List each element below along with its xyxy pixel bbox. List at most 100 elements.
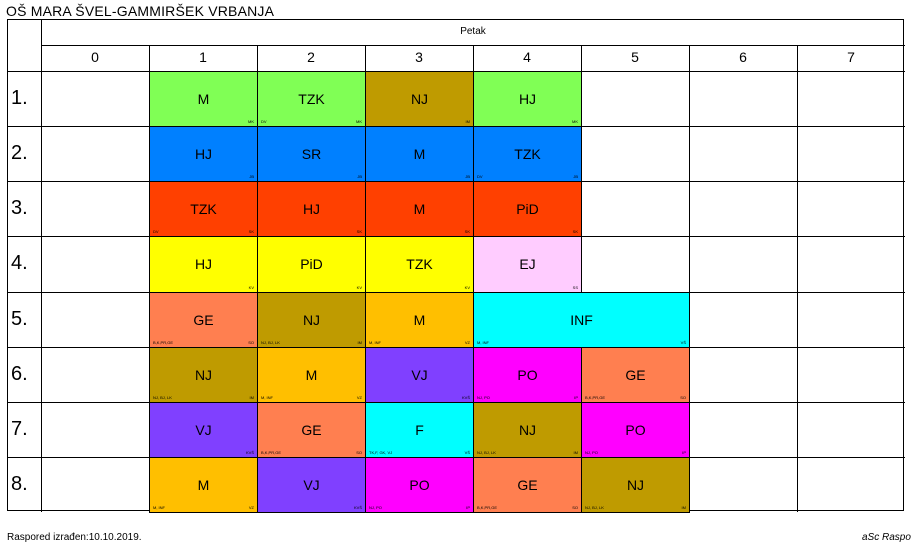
lesson-teacher: SK (356, 229, 362, 235)
lesson-group: B,K,PR,GE (261, 449, 282, 455)
lesson-cell[interactable]: GE B,K,PR,GE SO (581, 346, 690, 403)
lesson-subject: PiD (516, 201, 539, 218)
lesson-cell[interactable]: F TK,F, GK, VJ VŠ (365, 401, 474, 458)
lesson-cell[interactable]: INF M, INF VŠ (473, 291, 690, 348)
lesson-group: M, INF (369, 339, 381, 345)
lesson-group: M, INF (153, 505, 165, 510)
lesson-cell[interactable]: NJ NJ, BJ, LK IM (581, 456, 690, 513)
lesson-subject: SR (301, 146, 322, 163)
lesson-cell[interactable]: NJ NJ, BJ, LK IM (473, 401, 582, 458)
lesson-subject: TZK (406, 256, 433, 273)
footer-credit: aSc Raspo (862, 532, 911, 543)
lesson-subject: VJ (411, 366, 428, 383)
footer-created-date: Raspored izrađen:10.10.2019. (7, 532, 142, 543)
lesson-teacher: JB (357, 174, 362, 180)
lesson-cell[interactable]: PiD KV (257, 236, 366, 293)
lesson-cell[interactable]: HJ KV (149, 236, 258, 293)
lesson-cell[interactable]: M M, INF VZ (149, 456, 258, 513)
lesson-teacher: SO (356, 449, 362, 455)
lesson-cell[interactable]: NJ NJ, BJ, LK IM (257, 291, 366, 348)
lesson-cell[interactable]: EJ SS (473, 236, 582, 293)
lesson-subject: HJ (194, 256, 213, 273)
lesson-teacher: MK (572, 119, 578, 125)
lesson-group: TK,F, GK, VJ (369, 449, 393, 455)
row-number: 4. (11, 252, 28, 275)
lesson-teacher: VZ (356, 394, 362, 400)
period-header: 7 (847, 49, 855, 65)
lesson-cell[interactable]: PiD SK (473, 181, 582, 238)
period-header: 3 (415, 49, 423, 65)
lesson-cell[interactable]: M M, INF VZ (365, 291, 474, 348)
period-header: 4 (523, 49, 531, 65)
lesson-subject: PO (409, 476, 430, 493)
lesson-teacher: KVŠ (461, 394, 470, 400)
lesson-cell[interactable]: HJ JB (149, 126, 258, 183)
day-label: Petak (460, 26, 486, 37)
lesson-teacher: KV (356, 284, 362, 290)
grid-line (797, 45, 798, 512)
lesson-subject: M (197, 476, 210, 493)
lesson-subject: PO (625, 421, 646, 438)
lesson-teacher: IM (249, 394, 254, 400)
row-number: 5. (11, 307, 28, 330)
lesson-cell[interactable]: TZK KV (365, 236, 474, 293)
lesson-cell[interactable]: TZK DV JB (473, 126, 582, 183)
lesson-subject: EJ (519, 256, 536, 273)
lesson-subject: HJ (194, 146, 213, 163)
lesson-cell[interactable]: NJ IM (365, 71, 474, 128)
lesson-cell[interactable]: TZK DV SK (149, 181, 258, 238)
lesson-cell[interactable]: TZK DV MK (257, 71, 366, 128)
lesson-teacher: SK (464, 229, 470, 235)
lesson-cell[interactable]: M MK (149, 71, 258, 128)
lesson-group: NJ, BJ, LK (585, 505, 604, 510)
period-header: 5 (631, 49, 639, 65)
lesson-teacher: JB (573, 174, 578, 180)
lesson-teacher: JB (249, 174, 254, 180)
lesson-cell[interactable]: NJ NJ, BJ, LK IM (149, 346, 258, 403)
lesson-cell[interactable]: VJ KVŠ (149, 401, 258, 458)
lesson-cell[interactable]: M SK (365, 181, 474, 238)
lesson-cell[interactable]: M JB (365, 126, 474, 183)
lesson-subject: PiD (300, 256, 323, 273)
lesson-teacher: SO (572, 505, 578, 510)
timetable-grid: Petak 0 1 2 3 4 5 6 7 1. 2. 3. 4. 5. 6. 7. 8. M MK TZK DV MK… (7, 19, 905, 513)
period-header: 0 (91, 49, 99, 65)
lesson-teacher: IM (681, 505, 686, 510)
lesson-subject: M (413, 311, 426, 328)
lesson-subject: GE (625, 366, 646, 383)
lesson-cell[interactable]: HJ MK (473, 71, 582, 128)
lesson-cell[interactable]: PO NJ, PO IP (473, 346, 582, 403)
lesson-cell[interactable]: GE B,K,PR,GE SO (257, 401, 366, 458)
lesson-teacher: SO (680, 394, 686, 400)
lesson-subject: TZK (190, 201, 217, 218)
lesson-cell[interactable]: SR JB (257, 126, 366, 183)
lesson-subject: PO (517, 366, 538, 383)
lesson-subject: GE (301, 421, 322, 438)
lesson-subject: INF (570, 311, 593, 328)
grid-line (689, 45, 690, 512)
lesson-cell[interactable]: M M, INF VZ (257, 346, 366, 403)
lesson-subject: NJ (302, 311, 321, 328)
lesson-teacher: VŠ (464, 449, 470, 455)
lesson-teacher: KV (248, 284, 254, 290)
lesson-teacher: SS (572, 284, 578, 290)
lesson-cell[interactable]: GE B,K,PR,GE SO (149, 291, 258, 348)
lesson-group: B,K,PR,GE (585, 394, 606, 400)
lesson-cell[interactable]: GE B,K,PR,GE SO (473, 456, 582, 513)
grid-line (41, 20, 42, 512)
lesson-group: NJ, PO (585, 449, 598, 455)
period-header: 6 (739, 49, 747, 65)
lesson-cell[interactable]: HJ SK (257, 181, 366, 238)
lesson-subject: NJ (518, 421, 537, 438)
lesson-cell[interactable]: PO NJ, PO IP (365, 456, 474, 513)
lesson-group: NJ, PO (369, 505, 382, 510)
lesson-subject: F (415, 421, 424, 438)
lesson-subject: M (305, 366, 318, 383)
lesson-cell[interactable]: VJ KVŠ (365, 346, 474, 403)
lesson-teacher: IM (465, 119, 470, 125)
lesson-teacher: KVŠ (353, 505, 362, 510)
lesson-teacher: VZ (248, 505, 254, 510)
lesson-cell[interactable]: VJ KVŠ (257, 456, 366, 513)
lesson-subject: NJ (626, 476, 645, 493)
lesson-cell[interactable]: PO NJ, PO IP (581, 401, 690, 458)
